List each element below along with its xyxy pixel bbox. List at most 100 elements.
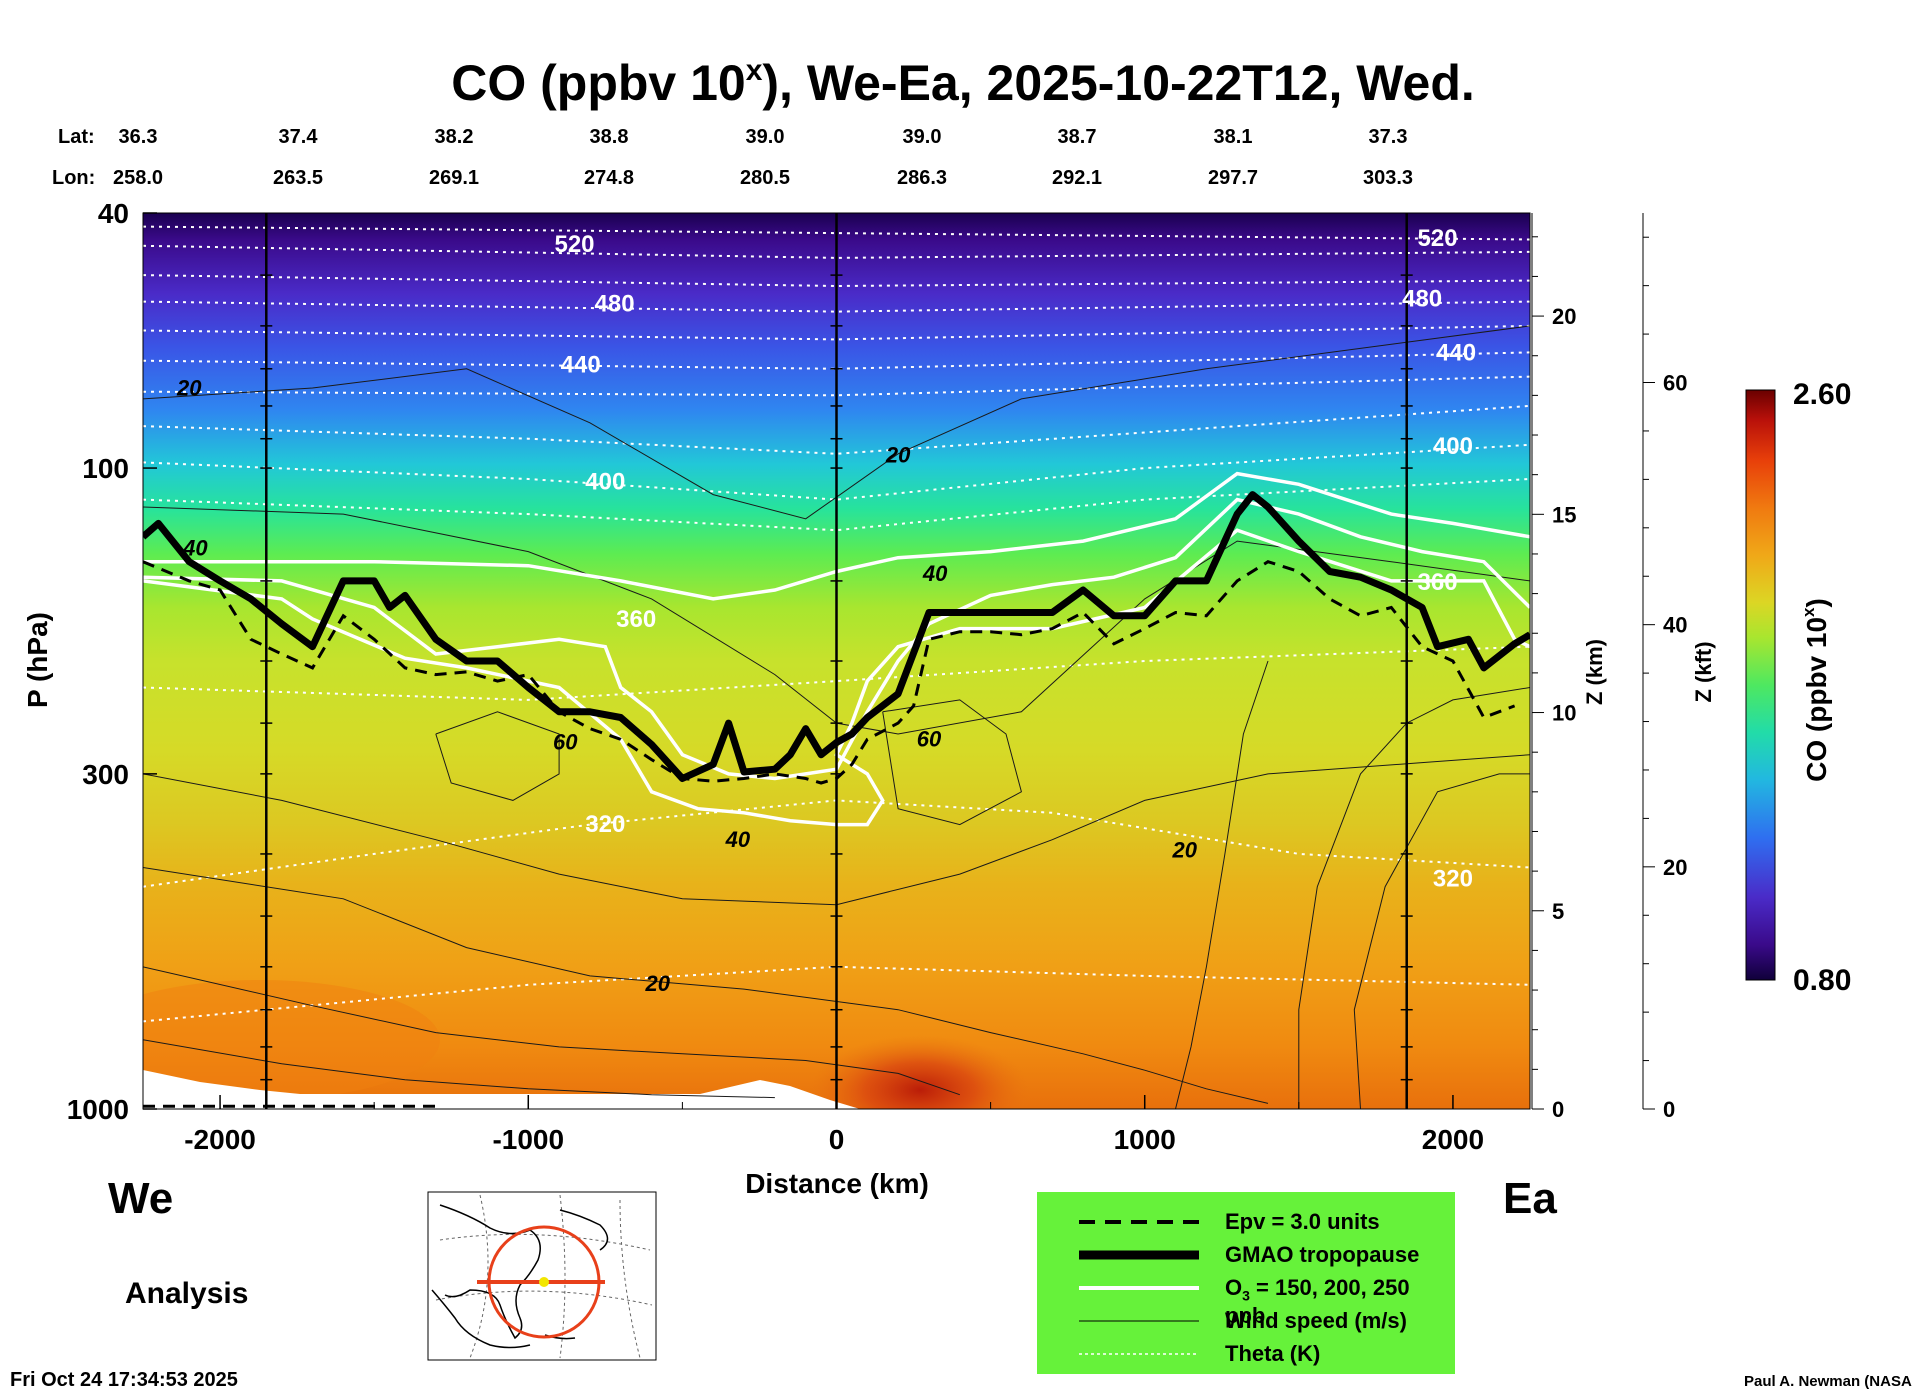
theta-contour-line	[143, 965, 1530, 1023]
lat-value: 38.1	[1214, 126, 1253, 148]
z-km-tick-label: 10	[1552, 701, 1576, 726]
lon-value: 258.0	[113, 167, 163, 189]
analysis-label: Analysis	[125, 1277, 248, 1310]
lat-values-row: 36.3 37.4 38.2 38.8 39.0 39.0 38.7 38.1 37.3	[119, 126, 1408, 148]
inset-map-frame	[427, 1191, 657, 1361]
east-label: Ea	[1503, 1174, 1557, 1223]
lat-value: 38.7	[1058, 126, 1097, 148]
colorbar-label: CO (ppbv 10x)	[1799, 598, 1832, 782]
legend-svg	[1079, 1220, 1199, 1355]
legend-epv-label: Epv = 3.0 units	[1225, 1209, 1380, 1234]
x-axis-label: Distance (km)	[745, 1168, 929, 1199]
legend-wind-label: Wind speed (m/s)	[1225, 1308, 1407, 1333]
theta-label: 480	[595, 291, 635, 318]
inset-map-grid	[435, 1194, 653, 1359]
lat-row-label: Lat:	[58, 126, 95, 148]
epv-line	[143, 560, 1516, 785]
z-km-axis: 0 5 10 15 20	[1531, 213, 1576, 1122]
z-km-tick-label: 0	[1552, 1097, 1564, 1122]
theta-label: 480	[1402, 286, 1442, 313]
theta-label: 320	[1433, 866, 1473, 893]
epv-line-layer	[143, 560, 1516, 1108]
x-tick-label: -1000	[492, 1124, 564, 1155]
lon-value: 286.3	[897, 167, 947, 189]
wind-contour-line	[1175, 660, 1269, 1109]
wind-label: 40	[182, 536, 208, 561]
chart-title: CO (ppbv 10x), We-Ea, 2025-10-22T12, Wed…	[451, 54, 1475, 111]
z-km-tick-label: 15	[1552, 502, 1576, 527]
wind-label: 20	[1172, 837, 1198, 862]
wind-contour-line	[1298, 687, 1530, 1109]
inset-map	[427, 1191, 657, 1361]
y-tick-label: 100	[82, 453, 129, 484]
theta-label: 400	[1433, 433, 1473, 460]
legend-o3-label: O3 = 150, 200, 250 ppb	[1225, 1275, 1455, 1329]
lon-value: 297.7	[1208, 167, 1258, 189]
y-tick-label: 300	[82, 759, 129, 790]
theta-label: 360	[1418, 569, 1458, 596]
x-tick-label: -2000	[184, 1124, 256, 1155]
lon-value: 280.5	[740, 167, 790, 189]
surface-mask	[143, 1070, 860, 1109]
x-axis: -2000 -1000 0 1000 2000	[184, 1095, 1484, 1155]
lon-value: 274.8	[584, 167, 634, 189]
theta-label: 440	[561, 352, 601, 379]
theta-labels: 520 480 440 400 360 320 520 480 440 400 360 320	[554, 225, 1476, 893]
y-axis: 40 100 300 1000	[67, 198, 157, 1125]
z-kft-tick-label: 20	[1663, 855, 1687, 880]
legend-box: Epv = 3.0 units GMAO tropopause O3 = 150…	[1037, 1192, 1455, 1374]
theta-contour-line	[143, 478, 1530, 532]
y-axis-label: P (hPa)	[22, 612, 53, 708]
theta-label: 520	[1418, 225, 1458, 252]
wind-contour-line	[143, 966, 960, 1096]
lat-value: 38.8	[590, 126, 629, 148]
wind-contour-line	[1353, 773, 1530, 1109]
x-tick-label: 2000	[1422, 1124, 1484, 1155]
wind-label: 20	[644, 971, 670, 996]
theta-label: 440	[1436, 340, 1476, 367]
theta-contour-line	[143, 443, 1530, 501]
z-kft-tick-label: 60	[1663, 371, 1687, 396]
wind-contour-line	[882, 699, 1022, 826]
lon-value: 269.1	[429, 167, 479, 189]
chart-title-main: CO (ppbv 10	[451, 55, 745, 111]
colorbar-label-close: )	[1801, 598, 1832, 607]
wind-label: 60	[553, 730, 578, 755]
x-tick-label: 1000	[1114, 1124, 1176, 1155]
wind-label: 20	[176, 375, 202, 400]
ozone-contour-line	[143, 471, 1530, 601]
wind-contour-line	[143, 867, 1269, 1104]
colorbar	[1745, 389, 1776, 981]
colorbar-min-label: 0.80	[1793, 964, 1851, 997]
y-tick-label: 1000	[67, 1094, 129, 1125]
wind-contour-line	[143, 1039, 775, 1099]
z-km-tick-label: 20	[1552, 304, 1576, 329]
colorbar-max-label: 2.60	[1793, 378, 1851, 411]
footer-credit: Paul A. Newman (NASA	[1744, 1373, 1912, 1390]
lat-value: 38.2	[435, 126, 474, 148]
z-kft-tick-label: 0	[1663, 1097, 1675, 1122]
co-high-region-west	[143, 980, 440, 1100]
theta-contour-line	[143, 645, 1530, 701]
wind-label: 20	[885, 442, 911, 467]
z-km-tick-label: 5	[1552, 899, 1564, 924]
wind-contour-line	[143, 325, 1530, 520]
colorbar-label-main: CO (ppbv 10	[1801, 617, 1832, 782]
lat-value: 37.4	[279, 126, 319, 148]
lon-row-label: Lon:	[52, 167, 95, 189]
west-label: We	[108, 1174, 173, 1223]
legend-o3-prefix: O	[1225, 1275, 1243, 1300]
wind-label: 40	[725, 827, 751, 852]
lat-value: 36.3	[119, 126, 158, 148]
theta-label: 520	[554, 231, 594, 258]
theta-label: 400	[585, 468, 625, 495]
colorbar-label-sup: x	[1799, 607, 1818, 617]
legend-theta-label: Theta (K)	[1225, 1341, 1321, 1366]
lat-value: 39.0	[903, 126, 942, 148]
chart-title-superscript: x	[746, 54, 763, 87]
chart-title-rest: ), We-Ea, 2025-10-22T12, Wed.	[762, 55, 1474, 111]
z-kft-axis: 0 20 40 60	[1642, 213, 1687, 1122]
z-kft-axis-label: Z (kft)	[1691, 641, 1716, 702]
